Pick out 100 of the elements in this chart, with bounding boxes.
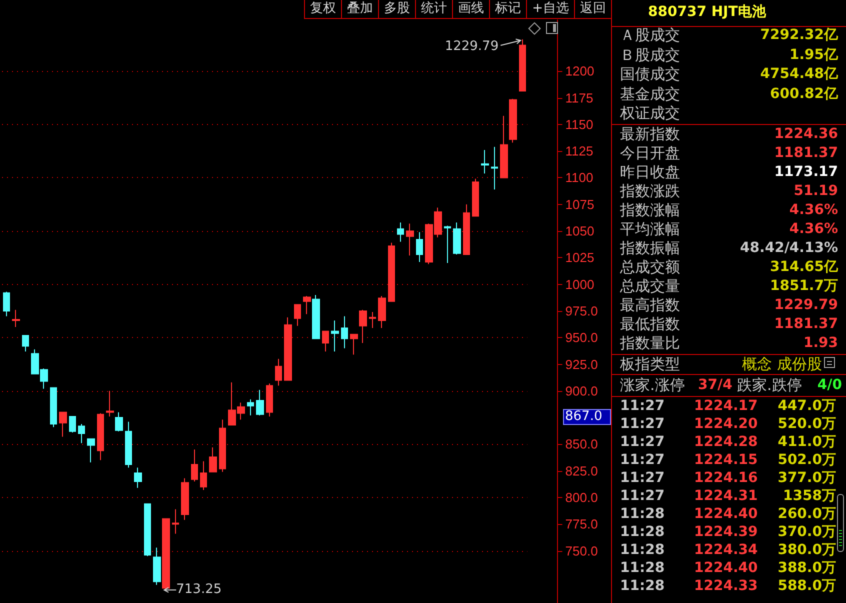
candlestick — [209, 446, 217, 472]
text: 11:27 — [620, 469, 665, 487]
candlestick — [416, 232, 423, 262]
y-tick-label: 850.0 — [565, 436, 598, 452]
text: 11:27 — [620, 397, 665, 415]
text: 最低指数 — [620, 315, 680, 333]
y-tick-label: 975.0 — [565, 303, 598, 318]
text: 51.19 — [794, 182, 838, 200]
candlestick — [472, 178, 479, 217]
text: 昨日收盘 — [620, 163, 680, 181]
text: 11:28 — [620, 541, 665, 559]
text: Ｂ股成交 — [620, 46, 680, 64]
text: 叠加 — [341, 0, 378, 18]
text: 统计 — [415, 0, 452, 18]
candlestick — [97, 412, 104, 461]
text: 今日开盘 — [620, 144, 680, 162]
text: 最新指数 — [620, 125, 680, 143]
candlestick — [481, 150, 489, 174]
candlestick — [115, 412, 123, 432]
candlestick — [500, 115, 508, 178]
candlestick — [444, 225, 451, 264]
text: 11:28 — [620, 523, 665, 541]
text: 11:27 — [620, 415, 665, 433]
text: 11:28 — [620, 577, 665, 595]
text: 总成交额 — [620, 258, 680, 276]
candlestick — [134, 467, 142, 488]
text: 11:27 — [620, 433, 665, 451]
text: 502.0万 — [778, 451, 836, 469]
text: 画线 — [452, 0, 490, 18]
text: 380.0万 — [778, 541, 836, 559]
candlestick — [3, 291, 10, 317]
text: 48.42/4.13% — [740, 239, 838, 257]
text: 概念 成份股 — [742, 355, 822, 373]
y-tick-label: 775.0 — [565, 516, 598, 532]
candlestick — [275, 358, 282, 386]
text: 1.95亿 — [789, 46, 838, 64]
text: 指数涨跌 — [620, 182, 680, 200]
candlestick — [172, 508, 179, 534]
candlestick — [87, 438, 95, 463]
candlestick — [59, 412, 67, 438]
candlestick — [397, 222, 404, 242]
text: 4/0 — [817, 376, 842, 394]
y-tick-label: 1150 — [565, 116, 594, 132]
candlestick — [78, 423, 85, 444]
candlestick — [294, 304, 301, 326]
y-tick-label: 825.0 — [565, 463, 598, 478]
candlestick — [406, 223, 414, 256]
text: 1358万 — [783, 487, 836, 505]
y-tick-label: 900.0 — [565, 383, 598, 398]
text: 260.0万 — [778, 505, 836, 523]
candlestick — [359, 309, 367, 344]
y-tick-label: 925.0 — [565, 356, 598, 372]
text: 跌家.跌停 — [737, 376, 802, 394]
text: 指数量比 — [620, 334, 680, 352]
text: 411.0万 — [778, 433, 836, 451]
candlestick — [256, 389, 264, 416]
annotation: 713.25 — [176, 580, 222, 599]
text: 588.0万 — [778, 577, 836, 595]
text: 1224.16 — [694, 469, 758, 487]
y-tick-label: 1000 — [565, 276, 594, 292]
text: 388.0万 — [778, 559, 836, 577]
candlestick — [50, 387, 57, 428]
text: Ａ股成交 — [620, 26, 680, 44]
candlestick — [153, 547, 161, 586]
text: 多股 — [378, 0, 416, 18]
text: 1229.79 — [774, 296, 838, 314]
text: 37/4 — [698, 376, 732, 394]
text: 板指类型 — [620, 355, 680, 373]
candlestick — [519, 38, 526, 92]
text: 867.0 — [563, 409, 611, 425]
text: 指数涨幅 — [620, 201, 680, 219]
text: 7292.32亿 — [760, 26, 838, 44]
text: 880737 HJT电池 — [648, 3, 766, 21]
text: 1224.20 — [694, 415, 758, 433]
text: 377.0万 — [778, 469, 836, 487]
text: 总成交量 — [620, 277, 680, 295]
text: 标记 — [489, 0, 526, 18]
text: 1.93 — [803, 334, 838, 352]
text: 4.36% — [789, 220, 838, 238]
text: 权证成交 — [620, 104, 680, 122]
text: 基金成交 — [620, 84, 680, 102]
candlestick — [350, 334, 358, 356]
candlestick — [322, 330, 329, 352]
candlestick — [22, 334, 29, 352]
annotation: 1229.79 — [444, 38, 499, 56]
candlestick — [144, 503, 151, 557]
text: 1224.28 — [694, 433, 758, 451]
candlestick — [509, 98, 517, 144]
y-tick-label: 1175 — [565, 90, 594, 106]
text: 4754.48亿 — [760, 65, 838, 83]
text: 复权 — [304, 0, 342, 18]
candlestick — [125, 421, 132, 468]
text: 最高指数 — [620, 296, 680, 314]
text: 1224.33 — [694, 577, 758, 595]
text: 1224.36 — [774, 125, 838, 143]
candlestick — [191, 449, 198, 482]
text: 1224.17 — [694, 397, 758, 415]
text: 1173.17 — [774, 163, 838, 181]
text: +自选 — [526, 0, 574, 18]
y-tick-label: 1050 — [565, 224, 594, 239]
